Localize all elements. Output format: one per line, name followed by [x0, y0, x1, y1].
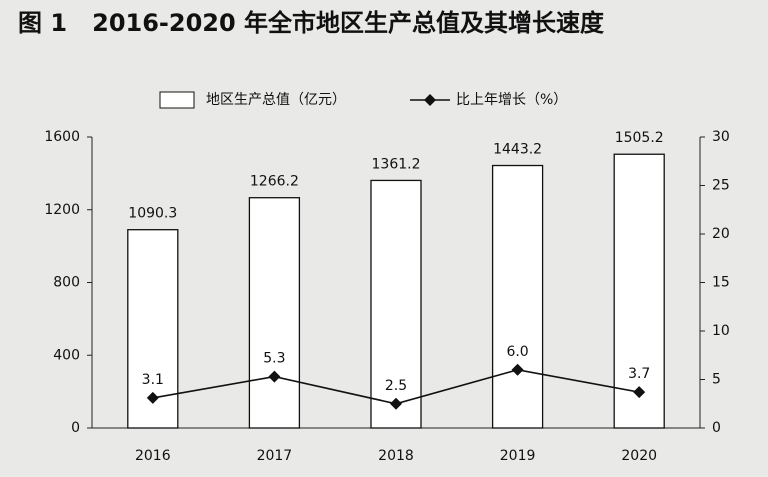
bar-label: 1090.3: [128, 206, 177, 222]
bar-label: 1266.2: [250, 174, 299, 190]
bar: [248, 197, 301, 429]
line-marker: [146, 391, 159, 404]
y-tick-label: 1200: [44, 202, 80, 218]
legend-marker: [424, 94, 436, 106]
line-label: 3.1: [142, 372, 164, 388]
legend-label: 比上年增长（%）: [456, 92, 567, 108]
x-tick-label: 2020: [621, 448, 657, 464]
bar: [613, 153, 665, 429]
bar-label: 1505.2: [615, 130, 664, 146]
line-label: 3.7: [628, 366, 650, 382]
x-tick-label: 2019: [500, 448, 536, 464]
y2-tick-label: 15: [712, 275, 730, 291]
y-tick-label: 800: [53, 275, 80, 291]
y2-tick-label: 25: [712, 178, 730, 194]
line-label: 6.0: [506, 344, 528, 360]
y2-tick-label: 5: [712, 372, 721, 388]
chart-title: 图 1 2016-2020 年全市地区生产总值及其增长速度: [18, 9, 605, 37]
legend-swatch: [159, 91, 195, 109]
y2-tick-label: 10: [712, 323, 730, 339]
bar-label: 1361.2: [372, 156, 421, 172]
y2-tick-label: 20: [712, 226, 730, 242]
y-tick-label: 0: [71, 420, 80, 436]
y2-tick-label: 0: [712, 420, 721, 436]
line-marker: [268, 370, 281, 383]
y-tick-label: 400: [53, 347, 80, 363]
line-marker: [633, 386, 646, 399]
bar: [370, 179, 422, 429]
line-label: 5.3: [263, 351, 285, 367]
line-marker: [390, 397, 402, 410]
legend-label: 地区生产总值（亿元）: [206, 92, 346, 108]
x-tick-label: 2018: [378, 448, 414, 464]
line-marker: [511, 363, 524, 376]
x-tick-label: 2017: [257, 448, 293, 464]
y-tick-label: 1600: [44, 129, 80, 145]
bar-label: 1443.2: [493, 142, 542, 158]
x-tick-label: 2016: [135, 448, 171, 464]
line-label: 2.5: [385, 378, 407, 394]
y2-tick-label: 30: [712, 129, 730, 145]
bar: [491, 164, 544, 429]
